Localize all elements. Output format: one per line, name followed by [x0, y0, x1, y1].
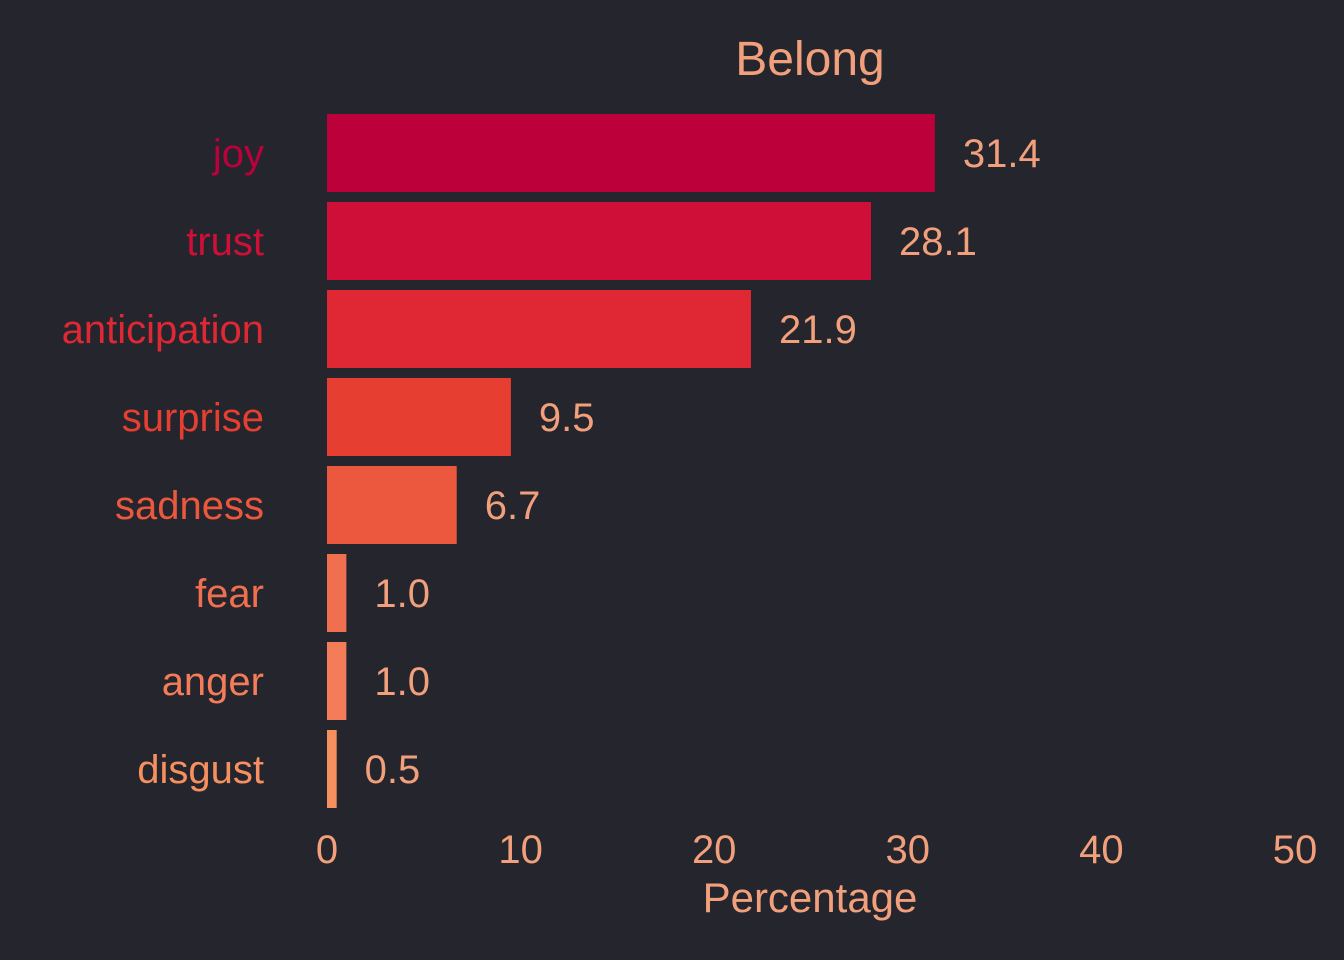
x-tick-label-40: 40 [1079, 828, 1124, 872]
bars-layer [327, 114, 935, 808]
value-label-anticipation: 21.9 [779, 308, 857, 352]
x-tick-label-30: 30 [886, 828, 931, 872]
bar-trust [327, 202, 872, 280]
x-tick-label-50: 50 [1273, 828, 1318, 872]
category-label-anger: anger [162, 660, 264, 704]
value-label-surprise: 9.5 [539, 396, 595, 440]
bar-fear [327, 554, 347, 632]
bar-disgust [327, 730, 337, 808]
x-axis-ticks: 0 10 20 30 40 50 [316, 828, 1317, 872]
bar-joy [327, 114, 935, 192]
x-axis-label: Percentage [703, 874, 918, 921]
value-label-sadness: 6.7 [485, 484, 541, 528]
x-tick-label-10: 10 [498, 828, 543, 872]
value-label-trust: 28.1 [899, 220, 977, 264]
category-label-surprise: surprise [122, 396, 264, 440]
category-label-trust: trust [186, 220, 264, 264]
value-label-disgust: 0.5 [365, 748, 421, 792]
bar-surprise [327, 378, 511, 456]
bar-anger [327, 642, 347, 720]
bar-anticipation [327, 290, 751, 368]
category-label-anticipation: anticipation [62, 308, 264, 352]
bar-sadness [327, 466, 457, 544]
chart-title: Belong [735, 33, 884, 86]
category-label-joy: joy [212, 132, 264, 176]
category-label-disgust: disgust [137, 748, 264, 792]
value-label-joy: 31.4 [963, 132, 1041, 176]
category-labels: joy trust anticipation surprise sadness fear a… [62, 132, 264, 792]
x-tick-label-20: 20 [692, 828, 737, 872]
value-labels: 31.4 28.1 21.9 9.5 6.7 1.0 1.0 0.5 [365, 132, 1041, 792]
value-label-fear: 1.0 [374, 572, 430, 616]
x-tick-label-0: 0 [316, 828, 338, 872]
category-label-sadness: sadness [115, 484, 264, 528]
category-label-fear: fear [195, 572, 264, 616]
value-label-anger: 1.0 [374, 660, 430, 704]
